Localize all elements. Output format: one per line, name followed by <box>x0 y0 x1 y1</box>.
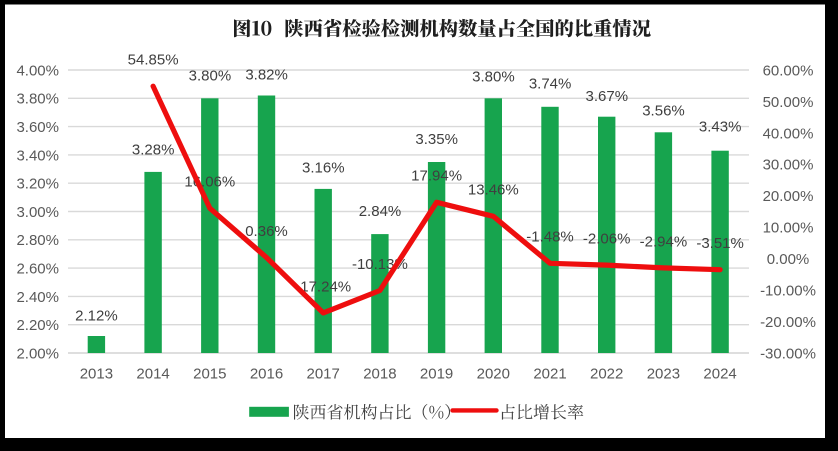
svg-text:4.00%: 4.00% <box>16 62 59 79</box>
svg-text:3.60%: 3.60% <box>16 119 59 136</box>
svg-text:3.80%: 3.80% <box>16 91 59 108</box>
svg-text:17.94%: 17.94% <box>411 168 462 185</box>
svg-text:3.80%: 3.80% <box>472 69 515 86</box>
svg-text:2016: 2016 <box>250 366 283 383</box>
svg-text:-2.06%: -2.06% <box>583 231 631 248</box>
svg-text:2014: 2014 <box>136 366 169 383</box>
svg-text:30.00%: 30.00% <box>763 157 814 174</box>
svg-text:2018: 2018 <box>363 366 396 383</box>
svg-text:20.00%: 20.00% <box>763 188 814 205</box>
svg-text:-17.24%: -17.24% <box>295 278 351 295</box>
svg-text:3.56%: 3.56% <box>642 102 685 119</box>
svg-text:2021: 2021 <box>533 366 566 383</box>
svg-text:3.20%: 3.20% <box>16 176 59 193</box>
svg-text:2013: 2013 <box>80 366 113 383</box>
svg-text:3.80%: 3.80% <box>189 67 232 84</box>
svg-text:2.80%: 2.80% <box>16 232 59 249</box>
svg-text:2022: 2022 <box>590 366 623 383</box>
svg-text:40.00%: 40.00% <box>763 125 814 142</box>
svg-text:0.36%: 0.36% <box>245 223 288 240</box>
svg-text:3.40%: 3.40% <box>16 147 59 164</box>
svg-text:-30.00%: -30.00% <box>760 345 816 362</box>
svg-text:2.84%: 2.84% <box>359 203 402 220</box>
svg-text:-10.00%: -10.00% <box>760 283 816 300</box>
svg-text:2.20%: 2.20% <box>16 317 59 334</box>
svg-text:3.16%: 3.16% <box>302 160 345 177</box>
svg-text:2017: 2017 <box>307 366 340 383</box>
svg-text:-1.48%: -1.48% <box>526 229 574 246</box>
svg-text:16.06%: 16.06% <box>184 174 235 191</box>
svg-text:3.00%: 3.00% <box>16 204 59 221</box>
svg-text:2.00%: 2.00% <box>16 345 59 362</box>
svg-text:50.00%: 50.00% <box>763 94 814 111</box>
svg-text:2024: 2024 <box>703 366 736 383</box>
svg-text:60.00%: 60.00% <box>763 62 814 79</box>
svg-text:3.43%: 3.43% <box>699 118 742 135</box>
svg-text:3.35%: 3.35% <box>415 131 458 148</box>
svg-text:13.46%: 13.46% <box>468 182 519 199</box>
svg-text:3.28%: 3.28% <box>132 142 175 159</box>
svg-text:2023: 2023 <box>647 366 680 383</box>
svg-text:2020: 2020 <box>477 366 510 383</box>
svg-text:3.67%: 3.67% <box>586 88 629 105</box>
svg-text:-20.00%: -20.00% <box>760 314 816 331</box>
svg-text:3.82%: 3.82% <box>245 66 288 83</box>
svg-text:2.40%: 2.40% <box>16 289 59 306</box>
svg-text:2.60%: 2.60% <box>16 261 59 278</box>
svg-text:2.12%: 2.12% <box>75 308 118 325</box>
svg-text:3.74%: 3.74% <box>529 76 572 93</box>
svg-text:10.00%: 10.00% <box>763 220 814 237</box>
svg-text:-2.94%: -2.94% <box>640 233 688 250</box>
svg-text:54.85%: 54.85% <box>128 52 179 69</box>
svg-text:0.00%: 0.00% <box>767 251 810 268</box>
svg-text:-3.51%: -3.51% <box>696 235 744 252</box>
svg-text:2015: 2015 <box>193 366 226 383</box>
svg-text:2019: 2019 <box>420 366 453 383</box>
